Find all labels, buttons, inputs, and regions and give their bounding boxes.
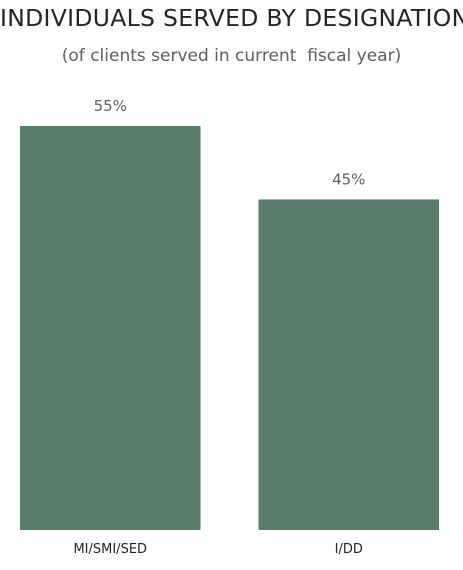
x-tick-label: MI/SMI/SED [73,542,147,557]
chart-title: INDIVIDUALS SERVED BY DESIGNATION [0,4,463,32]
x-tick-label: I/DD [335,542,363,557]
data-label: 45% [332,170,365,188]
data-label: 55% [94,97,127,115]
bar-mi-smi-sed[interactable] [20,126,201,530]
chart-subtitle: (of clients served in current fiscal yea… [61,46,402,66]
bar-i-dd[interactable] [258,199,440,531]
